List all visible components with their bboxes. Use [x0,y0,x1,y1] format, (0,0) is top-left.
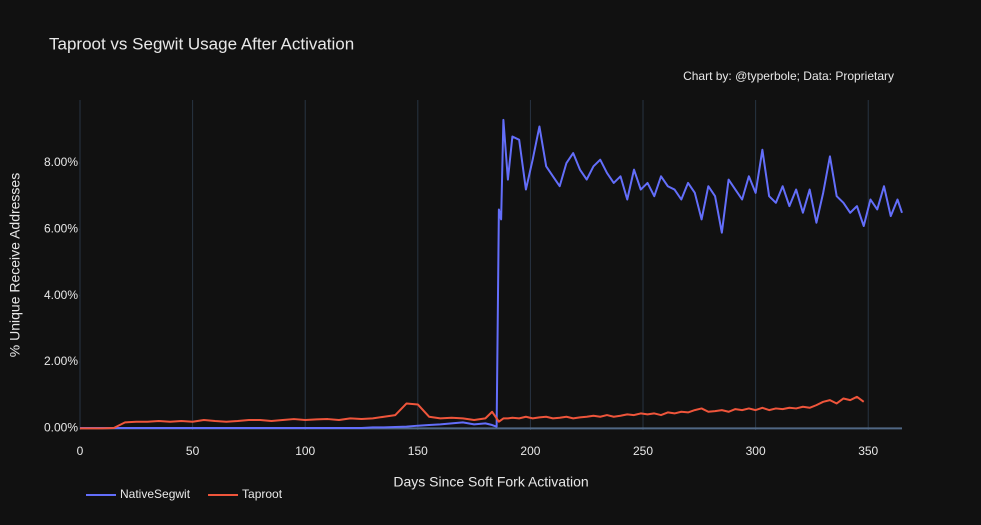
line-series [80,118,903,430]
y-axis-label: % Unique Receive Addresses [7,173,23,357]
x-tick-label: 0 [77,444,84,458]
x-tick-label: 50 [186,444,200,458]
legend-label: Taproot [242,487,283,501]
y-tick-label: 8.00% [44,155,78,169]
y-tick-label: 0.00% [44,421,78,435]
x-tick-label: 100 [295,444,315,458]
x-tick-label: 350 [858,444,878,458]
x-tick-label: 150 [408,444,428,458]
line-series [80,395,865,430]
y-tick-label: 4.00% [44,288,78,302]
annotation: Chart by: @typerbole; Data: Proprietary [683,69,894,83]
chart-title: Taproot vs Segwit Usage After Activation [49,34,354,53]
x-tick-label: 250 [633,444,653,458]
y-tick-label: 2.00% [44,354,78,368]
x-tick-label: 200 [520,444,540,458]
legend-label: NativeSegwit [120,487,191,501]
x-axis-label: Days Since Soft Fork Activation [393,474,588,490]
x-tick-label: 300 [746,444,766,458]
y-tick-label: 6.00% [44,222,78,236]
